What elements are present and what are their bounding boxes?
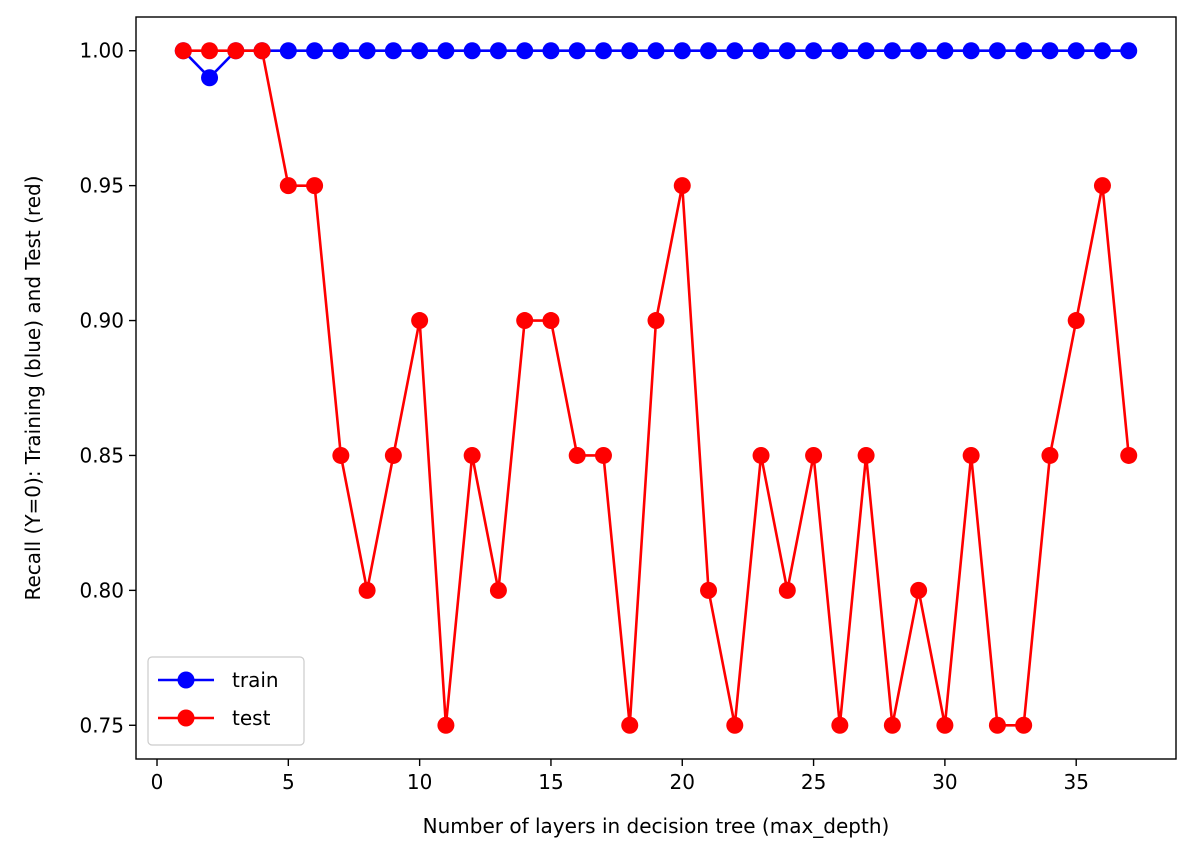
data-point-train xyxy=(805,42,823,60)
plot-layer xyxy=(174,42,1138,734)
x-tick-label: 5 xyxy=(282,770,295,794)
data-point-train xyxy=(384,42,402,60)
data-point-train xyxy=(489,42,507,60)
legend-marker-test xyxy=(177,709,195,727)
data-point-test xyxy=(306,177,324,195)
x-tick-label: 25 xyxy=(801,770,826,794)
data-point-train xyxy=(778,42,796,60)
data-point-train xyxy=(201,69,219,87)
data-point-train xyxy=(463,42,481,60)
data-point-test xyxy=(253,42,271,60)
data-point-train xyxy=(700,42,718,60)
x-tick-label: 30 xyxy=(932,770,957,794)
data-point-test xyxy=(1120,446,1138,464)
data-point-train xyxy=(306,42,324,60)
data-point-test xyxy=(489,581,507,599)
data-point-test xyxy=(568,446,586,464)
data-point-test xyxy=(384,446,402,464)
axis-ticks: 0 5 10 15 20 25 30 35 0.75 0.80 0.85 0.90 0.95 1.00 xyxy=(79,39,1088,794)
data-point-train xyxy=(647,42,665,60)
data-point-train xyxy=(857,42,875,60)
data-point-train xyxy=(411,42,429,60)
data-point-train xyxy=(831,42,849,60)
legend-label-test: test xyxy=(232,706,271,730)
x-tick-label: 0 xyxy=(151,770,164,794)
x-tick-label: 20 xyxy=(670,770,695,794)
data-point-train xyxy=(883,42,901,60)
y-tick-label: 0.85 xyxy=(79,443,124,467)
data-point-test xyxy=(962,446,980,464)
data-point-train xyxy=(726,42,744,60)
data-point-train xyxy=(1067,42,1085,60)
data-point-test xyxy=(516,312,534,330)
y-tick-label: 0.90 xyxy=(79,309,124,333)
data-point-train xyxy=(437,42,455,60)
data-point-test xyxy=(673,177,691,195)
data-point-test xyxy=(227,42,245,60)
data-point-test xyxy=(411,312,429,330)
data-point-train xyxy=(358,42,376,60)
y-tick-label: 0.75 xyxy=(79,713,124,737)
data-point-train xyxy=(279,42,297,60)
data-point-test xyxy=(594,446,612,464)
data-point-test xyxy=(778,581,796,599)
data-point-test xyxy=(752,446,770,464)
x-axis-label: Number of layers in decision tree (max_d… xyxy=(423,814,890,838)
data-point-test xyxy=(805,446,823,464)
data-point-train xyxy=(516,42,534,60)
data-point-test xyxy=(700,581,718,599)
data-point-test xyxy=(463,446,481,464)
data-point-test xyxy=(332,446,350,464)
legend-label-train: train xyxy=(232,668,279,692)
data-point-test xyxy=(726,716,744,734)
data-point-test xyxy=(936,716,954,734)
data-point-train xyxy=(332,42,350,60)
x-tick-label: 10 xyxy=(407,770,432,794)
plot-frame xyxy=(135,16,1177,760)
data-point-test xyxy=(279,177,297,195)
data-point-train xyxy=(910,42,928,60)
y-tick-label: 0.95 xyxy=(79,174,124,198)
data-point-train xyxy=(621,42,639,60)
data-point-test xyxy=(1041,446,1059,464)
legend: train test xyxy=(147,656,305,746)
data-point-test xyxy=(1067,312,1085,330)
data-point-train xyxy=(988,42,1006,60)
data-point-test xyxy=(831,716,849,734)
data-point-test xyxy=(1015,716,1033,734)
data-point-test xyxy=(1093,177,1111,195)
data-point-test xyxy=(857,446,875,464)
x-tick-label: 15 xyxy=(538,770,563,794)
data-point-test xyxy=(174,42,192,60)
data-point-test xyxy=(647,312,665,330)
data-point-train xyxy=(673,42,691,60)
data-point-test xyxy=(437,716,455,734)
data-point-test xyxy=(358,581,376,599)
data-point-train xyxy=(752,42,770,60)
data-point-train xyxy=(1041,42,1059,60)
legend-marker-train xyxy=(177,671,195,689)
y-tick-label: 0.80 xyxy=(79,578,124,602)
data-point-test xyxy=(201,42,219,60)
y-tick-label: 1.00 xyxy=(79,39,124,63)
data-point-test xyxy=(910,581,928,599)
y-axis-label: Recall (Y=0): Training (blue) and Test (… xyxy=(21,175,45,600)
data-point-test xyxy=(621,716,639,734)
data-point-train xyxy=(594,42,612,60)
data-point-train xyxy=(1120,42,1138,60)
data-point-test xyxy=(542,312,560,330)
data-point-train xyxy=(568,42,586,60)
data-point-test xyxy=(883,716,901,734)
data-point-train xyxy=(1015,42,1033,60)
data-point-test xyxy=(988,716,1006,734)
data-point-train xyxy=(962,42,980,60)
data-point-train xyxy=(936,42,954,60)
x-tick-label: 35 xyxy=(1063,770,1088,794)
legend-box xyxy=(147,656,305,746)
data-point-train xyxy=(1093,42,1111,60)
data-point-train xyxy=(542,42,560,60)
